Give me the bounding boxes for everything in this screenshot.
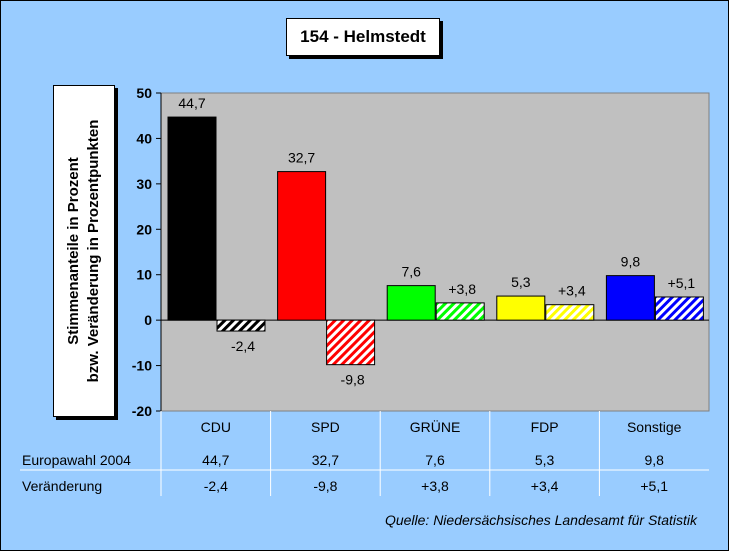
table-cell-change: -9,8: [313, 478, 337, 494]
y-axis-label-box: Stimmenanteile in Prozent bzw. Veränderu…: [53, 85, 115, 417]
table-row-header-change: Veränderung: [22, 478, 102, 494]
bar-change: [216, 319, 266, 332]
bar-result: [496, 295, 546, 321]
table-cell-change: +3,4: [531, 478, 559, 494]
bar-result: [277, 171, 327, 321]
bar-change: [326, 319, 376, 366]
bar-result: [167, 116, 217, 321]
table-cell-result: 44,7: [202, 452, 229, 468]
data-label-result: 32,7: [288, 150, 315, 166]
category-label: CDU: [201, 419, 231, 435]
bar-change: [435, 302, 485, 321]
table-cell-result: 7,6: [425, 452, 445, 468]
y-tick-label: 20: [136, 221, 152, 237]
category-label: GRÜNE: [410, 418, 461, 435]
y-tick-label: 0: [144, 312, 152, 328]
category-label: Sonstige: [627, 419, 682, 435]
table-row-header-result: Europawahl 2004: [22, 452, 131, 468]
table-cell-result: 5,3: [535, 452, 555, 468]
table-cell-result: 32,7: [312, 452, 339, 468]
data-label-result: 44,7: [178, 95, 205, 111]
bar-change: [545, 304, 595, 321]
table-cell-result: 9,8: [644, 452, 664, 468]
bar-change: [654, 296, 704, 321]
y-tick-label: 30: [136, 176, 152, 192]
data-label-change: -9,8: [341, 372, 365, 388]
category-label: FDP: [531, 419, 559, 435]
data-label-change: -2,4: [231, 338, 255, 354]
table-cell-change: +5,1: [640, 478, 668, 494]
y-tick-label: -20: [132, 403, 152, 419]
data-label-change: +3,4: [558, 283, 586, 299]
chart-title: 154 - Helmstedt: [300, 27, 426, 46]
y-tick-label: 10: [136, 267, 152, 283]
data-label-result: 5,3: [511, 274, 531, 290]
data-label-change: +3,8: [448, 281, 476, 297]
category-label: SPD: [311, 419, 340, 435]
source-note: Quelle: Niedersächsisches Landesamt für …: [384, 512, 697, 528]
table-cell-change: +3,8: [421, 478, 449, 494]
y-tick-label: 40: [136, 130, 152, 146]
data-label-change: +5,1: [668, 275, 696, 291]
y-tick-label: 50: [136, 85, 152, 101]
data-label-result: 9,8: [621, 254, 641, 270]
chart-title-box: 154 - Helmstedt: [286, 18, 440, 56]
table-cell-change: -2,4: [204, 478, 228, 494]
y-tick-label: -10: [132, 358, 152, 374]
bar-result: [605, 275, 655, 321]
plot-area: [160, 92, 710, 412]
data-label-result: 7,6: [401, 264, 421, 280]
bar-result: [386, 285, 436, 321]
